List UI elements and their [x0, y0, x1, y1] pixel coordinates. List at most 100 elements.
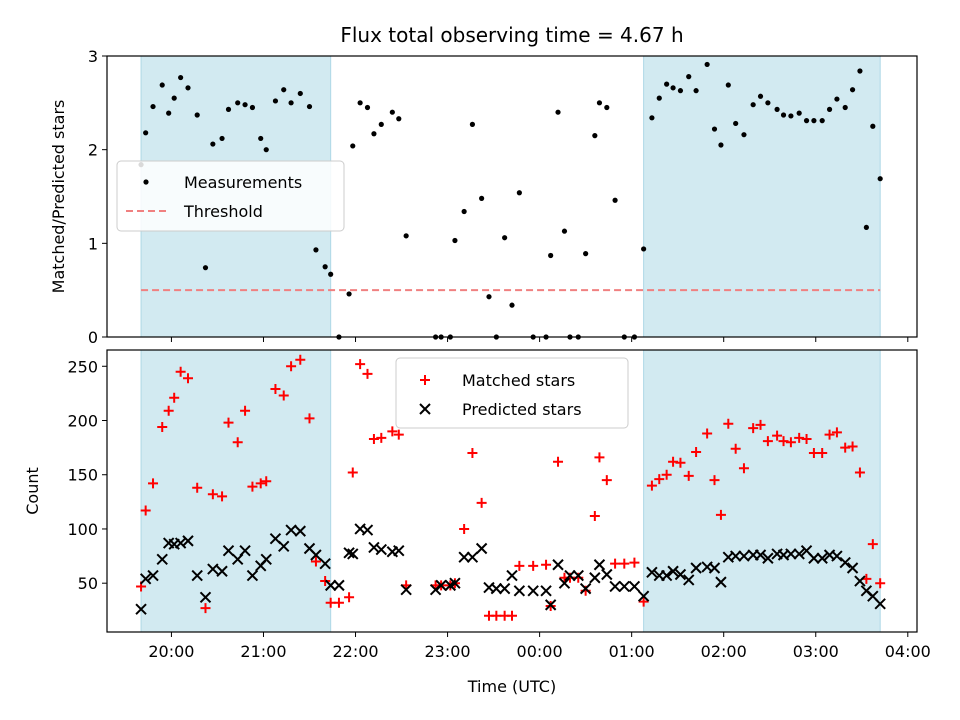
measurement-point	[263, 147, 269, 153]
matched-point	[175, 366, 186, 377]
measurement-point	[693, 88, 699, 94]
matched-point	[738, 463, 749, 474]
legend-box	[116, 160, 345, 232]
bottom-panel-counts: 50 100 150 200 250 Count 20:00 21:00 22:00 23:00 0…	[23, 349, 931, 696]
predicted-point	[609, 580, 621, 593]
matched-point	[691, 446, 702, 457]
matched-point	[541, 559, 552, 570]
measurement-point	[516, 190, 522, 196]
measurement-point	[281, 87, 287, 93]
matched-point	[638, 596, 649, 607]
predicted-point	[347, 548, 359, 560]
matched-point	[192, 482, 203, 493]
matched-point	[255, 478, 266, 489]
predicted-point	[572, 569, 584, 582]
y-axis-label: Count	[23, 467, 42, 515]
predicted-point	[506, 569, 518, 582]
y-tick-label: 250	[67, 357, 98, 376]
matched-point	[295, 354, 306, 365]
predicted-point	[738, 550, 750, 562]
matched-point	[875, 578, 886, 589]
matched-point	[140, 505, 151, 516]
measurement-point	[346, 291, 352, 297]
matched-point	[344, 592, 355, 603]
predicted-point	[683, 574, 695, 586]
predicted-point	[333, 579, 345, 592]
matched-point	[794, 432, 805, 443]
measurement-point	[649, 115, 655, 121]
predicted-point	[785, 548, 797, 560]
matched-point	[368, 433, 379, 444]
predicted-point	[475, 542, 488, 555]
measurement-point	[704, 61, 710, 68]
shaded-interval-1	[643, 349, 881, 633]
measurement-point	[249, 104, 256, 111]
measurement-point	[604, 104, 610, 111]
matched-point	[286, 361, 297, 372]
measurement-point	[583, 251, 589, 257]
x-tick-label: 01:00	[609, 642, 655, 661]
predicted-point	[191, 569, 203, 582]
matched-point	[333, 597, 344, 608]
predicted-point	[156, 553, 168, 566]
matched-point	[270, 384, 281, 395]
matched-point	[661, 469, 672, 480]
predicted-point	[839, 556, 851, 569]
measurement-point	[350, 143, 356, 149]
matched-point	[748, 423, 759, 434]
predicted-point	[498, 582, 511, 595]
matched-point	[393, 429, 404, 440]
matched-point	[278, 390, 289, 401]
matched-point	[355, 359, 366, 370]
predicted-point	[708, 562, 721, 574]
legend-predicted-marker	[419, 403, 431, 415]
predicted-point	[601, 568, 613, 581]
measurement-point	[258, 135, 264, 142]
y-tick-label: 100	[67, 520, 98, 539]
matched-point	[854, 467, 865, 478]
x-tick-label: 21:00	[240, 642, 286, 661]
matched-point	[217, 491, 228, 502]
measurement-point	[641, 246, 647, 252]
predicted-point	[660, 569, 673, 582]
predicted-point	[816, 552, 828, 564]
legend-top: Measurements Threshold	[116, 160, 345, 232]
measurement-point	[877, 176, 883, 182]
matched-point	[817, 448, 828, 459]
matched-point	[553, 456, 564, 467]
predicted-point	[754, 549, 767, 561]
measurement-point	[765, 100, 771, 106]
predicted-point	[589, 572, 601, 584]
measurement-point	[202, 265, 209, 271]
predicted-point	[667, 565, 679, 577]
measurement-point	[788, 113, 794, 119]
measurement-point	[328, 271, 334, 277]
measurement-point	[612, 197, 618, 203]
predicted-point	[513, 585, 526, 597]
measurement-point	[555, 109, 561, 115]
measurement-point	[171, 95, 177, 101]
predicted-point	[319, 557, 331, 570]
predicted-point	[207, 563, 219, 575]
predicted-point	[618, 580, 631, 593]
matched-point	[619, 558, 630, 569]
legend-predicted-label: Predicted stars	[462, 400, 582, 419]
matched-point	[589, 510, 600, 521]
predicted-point	[690, 562, 702, 574]
matched-point	[247, 481, 258, 492]
measurement-point	[870, 123, 876, 129]
legend-measurement-marker	[143, 179, 149, 185]
measurement-point	[842, 104, 848, 111]
matched-point	[467, 448, 478, 459]
measurement-point	[561, 228, 568, 234]
matched-point	[169, 392, 180, 403]
matched-point	[715, 509, 726, 520]
data-layer	[135, 354, 886, 621]
matched-point	[867, 539, 878, 550]
measurement-point	[548, 252, 554, 259]
legend-measurements-label: Measurements	[184, 173, 302, 192]
measurement-point	[210, 141, 216, 147]
matched-point	[387, 426, 398, 437]
measurement-point	[313, 247, 319, 253]
